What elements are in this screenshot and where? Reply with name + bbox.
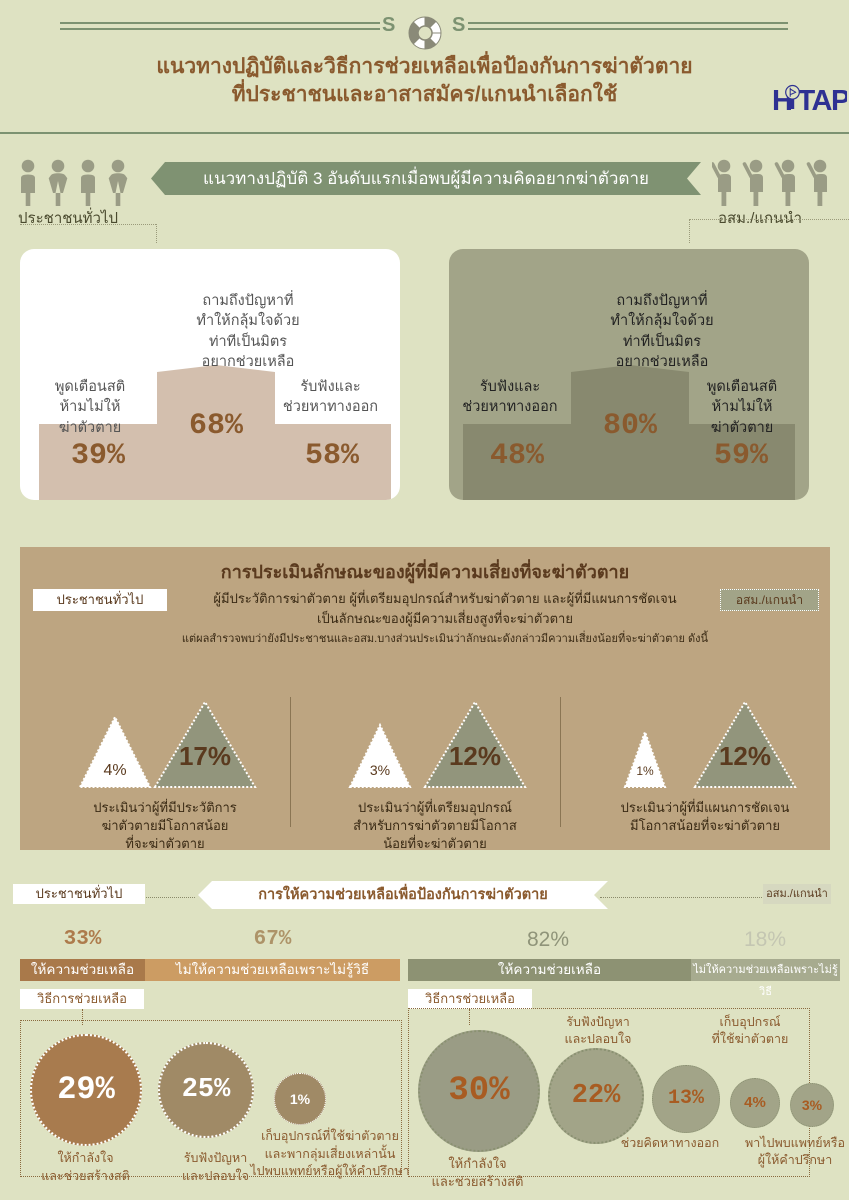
svg-text:4%: 4% — [103, 762, 126, 779]
svg-text:1%: 1% — [636, 764, 654, 778]
svg-text:TAP: TAP — [798, 85, 848, 116]
svg-text:12%: 12% — [449, 741, 501, 771]
svg-text:12%: 12% — [719, 741, 771, 771]
svg-text:3%: 3% — [370, 762, 390, 778]
svg-text:17%: 17% — [179, 741, 231, 771]
